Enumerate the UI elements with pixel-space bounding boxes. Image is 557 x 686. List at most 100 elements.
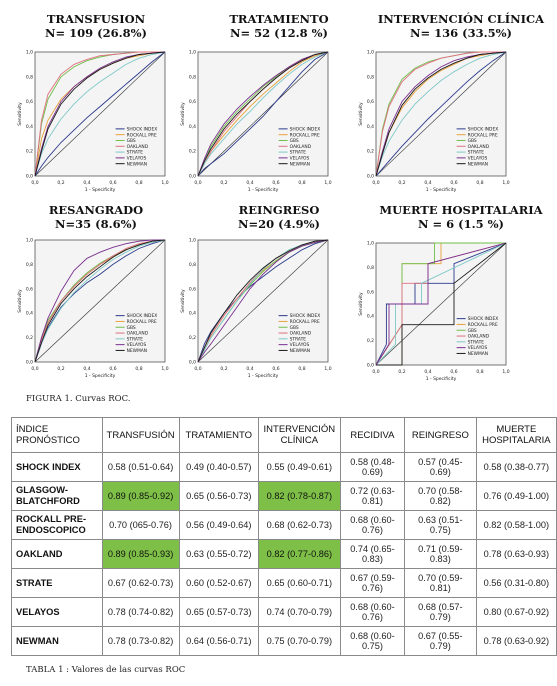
y-tick-label: 0,4	[26, 124, 33, 130]
table-cell: 0.68 (0.62-0.73)	[257, 510, 341, 540]
table-row: SHOCK INDEX 0.58 (0.51-0.64) 0.49 (0.40-0.…	[11, 452, 557, 482]
roc-panel-0: 0,00,0 0,2 0,2 0,4 0,4 0,6 0,6 0,8 0,8 1,0 1,0 1 - …	[17, 50, 169, 194]
legend-label: STRATE	[127, 336, 144, 342]
roc-series-newman	[375, 51, 507, 177]
y-tick-label: 0,0	[189, 360, 196, 366]
x-tick-label: 0,4	[83, 180, 90, 186]
table-cell: 0.67 (0.62-0.73)	[101, 568, 180, 598]
x-tick-label: 0,0	[372, 369, 379, 375]
legend-label: GBS	[290, 138, 299, 144]
roc-series-strate	[375, 51, 507, 177]
y-tick-label: 0,8	[26, 262, 33, 268]
table-cell: 0.89 (0.85-0.93)	[101, 539, 180, 569]
table-cell: 0.89 (0.85-0.92)	[101, 481, 180, 511]
legend-label: GBS	[290, 325, 299, 331]
roc-series-newman	[197, 51, 329, 177]
x-tick-label: 0,8	[476, 369, 483, 375]
table-cell: 0.58 (0.38-0.77)	[475, 452, 557, 482]
y-tick-label: 0,2	[189, 149, 196, 155]
roc-panel-2: 0,00,0 0,2 0,2 0,4 0,4 0,6 0,6 0,8 0,8 1,0 1,0 1 - …	[358, 50, 510, 194]
legend-label: STRATE	[290, 336, 307, 342]
y-axis-label: Sensitivity	[358, 292, 364, 316]
x-tick-label: 0,8	[135, 366, 142, 372]
panel-title-muerte: MUERTE HOSPITALARIA N = 6 (1.5 %)	[371, 203, 551, 231]
x-tick-label: 0,2	[220, 366, 227, 372]
y-tick-label: 0,0	[26, 360, 33, 366]
x-tick-label: 0,0	[372, 180, 379, 186]
y-tick-label: 0,6	[189, 286, 196, 292]
y-tick-label: 1,0	[367, 241, 374, 247]
table-cell: 0.74 (0.70-0.79)	[257, 597, 341, 627]
column-header: TRATAMIENTO	[178, 417, 259, 453]
roc-series-velayos	[375, 242, 507, 366]
panel-title-text: MUERTE HOSPITALARIA	[379, 203, 543, 217]
y-tick-label: 0,4	[189, 311, 196, 317]
table-row: GLASGOW-BLATCHFORD 0.89 (0.85-0.92) 0.65 (…	[11, 481, 557, 511]
x-tick-label: 0,4	[246, 180, 253, 186]
y-tick-label: 0,8	[367, 74, 374, 80]
table-cell: 0.63 (0.51-0.75)	[404, 510, 477, 540]
table-cell: 0.82 (0.78-0.87)	[257, 481, 341, 511]
x-tick-label: 0,8	[298, 366, 305, 372]
x-tick-label: 0,0	[194, 366, 201, 372]
x-axis-label: 1 - Specificity	[85, 373, 116, 379]
roc-series-oakland	[375, 51, 506, 177]
panel-title-intervencion: INTERVENCIÓN CLÍNICA N= 136 (33.5%)	[371, 12, 551, 40]
y-tick-label: 1,0	[26, 50, 33, 56]
y-tick-label: 0,8	[189, 262, 196, 268]
table-cell: 0.70 (0.58-0.82)	[404, 481, 477, 511]
reference-diagonal	[34, 51, 166, 177]
panel-title-text: TRANSFUSION	[46, 12, 146, 26]
reference-diagonal	[197, 51, 329, 177]
y-tick-label: 0,4	[367, 124, 374, 130]
y-tick-label: 0,2	[26, 335, 33, 341]
table-cell: 0.68 (0.60-0.75)	[339, 626, 406, 656]
legend-label: SHOCK INDEX	[468, 316, 499, 322]
x-tick-label: 1,0	[161, 366, 168, 372]
panel-subtitle-text: N= 136 (33.5%)	[410, 26, 512, 40]
column-header: INTERVENCIÓN CLÍNICA	[257, 417, 341, 453]
x-axis-label: 1 - Specificity	[248, 187, 279, 193]
row-label: SHOCK INDEX	[11, 452, 103, 482]
roc-panel-1: 0,00,0 0,2 0,2 0,4 0,4 0,6 0,6 0,8 0,8 1,0 1,0 1 - …	[180, 50, 332, 194]
roc-figure: TRANSFUSION N= 109 (26.8%) TRATAMIENTO N…	[6, 12, 551, 382]
panel-subtitle-text: N=20 (4.9%)	[238, 217, 320, 231]
legend-label: VELAYOS	[127, 155, 147, 161]
x-tick-label: 0,6	[272, 366, 279, 372]
table-cell: 0.65 (0.57-0.73)	[178, 597, 259, 627]
table-cell: 0.75 (0.70-0.79)	[257, 626, 341, 656]
x-tick-label: 0,2	[220, 180, 227, 186]
legend-label: SHOCK INDEX	[127, 126, 158, 132]
y-tick-label: 0,2	[367, 149, 374, 155]
table-row: ROCKALL PRE-ENDOSCOPICO 0.70 (065-0.76) 0.…	[11, 510, 557, 540]
table-cell: 0.70 (065-0.76)	[101, 510, 180, 540]
y-tick-label: 0,0	[26, 174, 33, 180]
x-tick-label: 0,2	[398, 180, 405, 186]
table-caption: TABLA 1 : Valores de las curvas ROC	[26, 665, 186, 675]
legend-label: SHOCK INDEX	[127, 313, 158, 319]
legend-label: NEWMAN	[127, 161, 147, 167]
table-cell: 0.65 (0.56-0.73)	[178, 481, 259, 511]
x-tick-label: 0,6	[450, 180, 457, 186]
x-tick-label: 0,4	[83, 366, 90, 372]
roc-series-oakland	[34, 51, 165, 177]
x-tick-label: 0,0	[31, 180, 38, 186]
x-tick-label: 0,0	[194, 180, 201, 186]
x-tick-label: 0,4	[246, 366, 253, 372]
row-label: STRATE	[11, 568, 103, 598]
x-tick-label: 1,0	[502, 369, 509, 375]
panel-title-resangrado: RESANGRADO N=35 (8.6%)	[6, 203, 186, 231]
legend-label: ROCKALL PRE	[468, 322, 498, 328]
legend-label: VELAYOS	[127, 342, 147, 348]
legend-label: GBS	[468, 328, 477, 334]
legend-label: VELAYOS	[468, 155, 488, 161]
reference-diagonal	[34, 239, 166, 363]
table-cell: 0.58 (0.48-0.69)	[339, 452, 406, 482]
table-cell: 0.72 (0.63-0.81)	[339, 481, 406, 511]
legend-label: NEWMAN	[290, 161, 310, 167]
y-tick-label: 0,0	[367, 363, 374, 369]
y-axis-label: Sensitivity	[180, 289, 186, 313]
x-tick-label: 0,2	[57, 366, 64, 372]
legend-label: NEWMAN	[468, 351, 488, 357]
y-tick-label: 1,0	[189, 50, 196, 56]
